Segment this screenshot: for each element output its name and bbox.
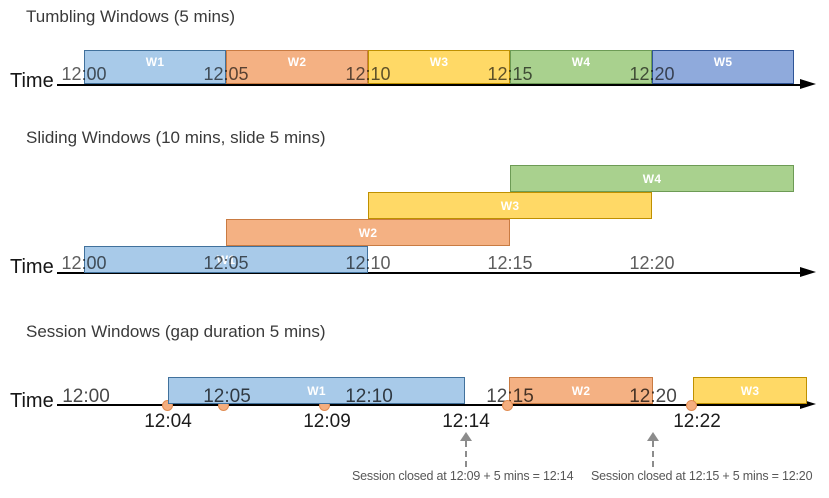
event-dot-1204 — [162, 400, 173, 411]
sliding-section-title: Sliding Windows (10 mins, slide 5 mins) — [26, 128, 326, 147]
tumbling-window-w5: W5 — [652, 50, 794, 84]
tumbling-tick-1215: 12:15 — [487, 64, 533, 84]
session-time-axis-label: Time — [10, 390, 54, 412]
session-closed-annotation-left: Session closed at 12:09 + 5 mins = 12:14 — [352, 469, 574, 483]
sliding-time-axis-label: Time — [10, 256, 54, 278]
tumbling-window-w5-label: W5 — [713, 55, 733, 69]
session-tick-1210: 12:10 — [345, 386, 393, 407]
sliding-window-w3: W3 — [368, 192, 652, 219]
session-window-w1-label: W1 — [307, 383, 326, 398]
tumbling-window-w2-label: W2 — [287, 55, 307, 69]
session-window-w2-label: W2 — [571, 383, 591, 398]
sliding-tick-1200: 12:00 — [61, 253, 107, 273]
sliding-tick-1210: 12:10 — [345, 253, 391, 273]
tumbling-window-w4: W4 — [510, 50, 652, 84]
tumbling-time-axis-line — [57, 84, 802, 86]
callout-arrowhead-icon-right — [647, 432, 659, 441]
session-section-title: Session Windows (gap duration 5 mins) — [26, 322, 326, 341]
session-window-w3-label: W3 — [740, 383, 760, 398]
session-tick-1215: 12:15 — [486, 386, 534, 407]
session-tick-1220: 12:20 — [629, 386, 677, 407]
sliding-window-w3-label: W3 — [500, 198, 520, 213]
event-dot-1222 — [686, 400, 697, 411]
sliding-time-axis-line — [57, 272, 802, 274]
tumbling-axis-arrowhead-icon — [800, 79, 816, 89]
session-closed-annotation-right: Session closed at 12:15 + 5 mins = 12:20 — [591, 469, 813, 483]
tumbling-tick-1210: 12:10 — [345, 64, 391, 84]
sliding-window-w4: W4 — [510, 165, 794, 192]
sliding-axis-arrowhead-icon — [800, 267, 816, 277]
session-window-w2: W2 — [509, 377, 653, 404]
tumbling-window-w1-label: W1 — [145, 55, 165, 69]
tumbling-window-w1: W1 — [84, 50, 226, 84]
session-tick-1205: 12:05 — [203, 386, 251, 407]
session-event-time-1204: 12:04 — [144, 411, 192, 432]
tumbling-time-axis-label: Time — [10, 70, 54, 92]
sliding-window-w2-label: W2 — [358, 225, 378, 240]
event-dot-1215 — [502, 400, 513, 411]
sliding-window-w4-label: W4 — [642, 171, 662, 186]
session-axis-arrowhead-icon — [800, 399, 816, 409]
session-window-w1: W1 — [168, 377, 465, 404]
session-close-time-1214: 12:14 — [442, 411, 490, 432]
tumbling-window-w3: W3 — [368, 50, 510, 84]
session-tick-1200: 12:00 — [62, 386, 110, 407]
callout-arrowhead-icon-left — [460, 432, 472, 441]
callout-dashed-line-right — [652, 441, 654, 467]
tumbling-window-w2: W2 — [226, 50, 368, 84]
sliding-window-w2: W2 — [226, 219, 510, 246]
sliding-tick-1205: 12:05 — [203, 253, 249, 273]
session-time-axis-line — [57, 404, 802, 406]
tumbling-tick-1220: 12:20 — [629, 64, 675, 84]
tumbling-window-w4-label: W4 — [571, 55, 591, 69]
session-window-w3: W3 — [693, 377, 807, 404]
tumbling-tick-1205: 12:05 — [203, 64, 249, 84]
sliding-window-w1-label: W1 — [216, 252, 236, 267]
sliding-window-w1: W1 — [84, 246, 368, 273]
tumbling-section-title: Tumbling Windows (5 mins) — [26, 7, 236, 26]
session-event-time-1209: 12:09 — [303, 411, 351, 432]
sliding-tick-1220: 12:20 — [629, 253, 675, 273]
session-event-time-1222: 12:22 — [673, 411, 721, 432]
sliding-tick-1215: 12:15 — [487, 253, 533, 273]
callout-dashed-line-left — [465, 441, 467, 467]
tumbling-window-w3-label: W3 — [429, 55, 449, 69]
tumbling-tick-1200: 12:00 — [61, 64, 107, 84]
